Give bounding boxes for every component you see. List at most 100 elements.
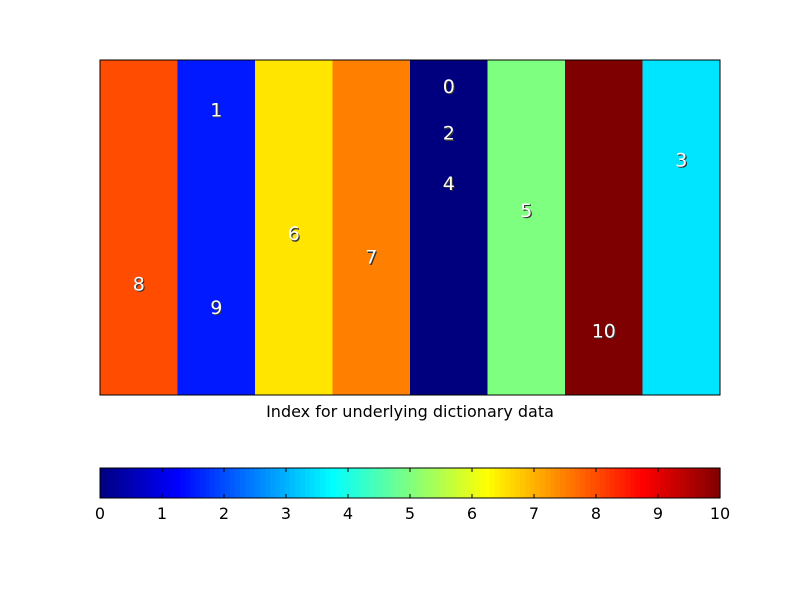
colorbar-segment (135, 468, 141, 498)
colorbar-segment (715, 468, 721, 498)
colorbar-segment (345, 468, 351, 498)
colorbar-segment (155, 468, 161, 498)
colorbar-segment (500, 468, 506, 498)
colorbar-segment (170, 468, 176, 498)
colorbar-segment (230, 468, 236, 498)
colorbar-segment (470, 468, 476, 498)
heatmap-column (642, 60, 721, 395)
data-label-shadow: 4 (444, 174, 456, 196)
colorbar-segment (535, 468, 541, 498)
colorbar-tick-label: 8 (591, 504, 601, 523)
colorbar-segment (380, 468, 386, 498)
colorbar-segment (700, 468, 706, 498)
colorbar-segment (365, 468, 371, 498)
colorbar-segment (530, 468, 536, 498)
colorbar-segment (485, 468, 491, 498)
colorbar-segment (100, 468, 106, 498)
colorbar-segment (150, 468, 156, 498)
colorbar-segment (160, 468, 166, 498)
colorbar-segment (180, 468, 186, 498)
colorbar-segment (275, 468, 281, 498)
colorbar-segment (205, 468, 211, 498)
colorbar-segment (235, 468, 241, 498)
colorbar-segment (435, 468, 441, 498)
data-label-shadow: 9 (211, 298, 223, 320)
colorbar-segment (510, 468, 516, 498)
data-label-shadow: 7 (366, 248, 378, 270)
colorbar-segment (460, 468, 466, 498)
colorbar-segment (220, 468, 226, 498)
colorbar-segment (620, 468, 626, 498)
data-label: 1 (210, 99, 222, 121)
colorbar-segment (300, 468, 306, 498)
x-axis-label: Index for underlying dictionary data (266, 402, 554, 421)
colorbar-segment (680, 468, 686, 498)
colorbar-segment (640, 468, 646, 498)
colorbar-segment (425, 468, 431, 498)
colorbar-segment (650, 468, 656, 498)
colorbar-segment (590, 468, 596, 498)
colorbar-segment (325, 468, 331, 498)
colorbar-segment (245, 468, 251, 498)
colorbar-segment (320, 468, 326, 498)
colorbar-segment (690, 468, 696, 498)
colorbar-segment (115, 468, 121, 498)
colorbar-segment (215, 468, 221, 498)
colorbar-segment (480, 468, 486, 498)
colorbar-tick-label: 6 (467, 504, 477, 523)
colorbar-tick-label: 0 (95, 504, 105, 523)
heatmap-column (177, 60, 256, 395)
data-label-shadow: 6 (289, 224, 301, 246)
colorbar-segment (490, 468, 496, 498)
colorbar-segment (520, 468, 526, 498)
colorbar-segment (675, 468, 681, 498)
heatmap-column (410, 60, 488, 395)
colorbar-segment (270, 468, 276, 498)
colorbar-tick-label: 3 (281, 504, 291, 523)
colorbar-segment (360, 468, 366, 498)
heatmap-column (255, 60, 333, 395)
colorbar-segment (185, 468, 191, 498)
colorbar-segment (415, 468, 421, 498)
colorbar-segment (315, 468, 321, 498)
colorbar-segment (240, 468, 246, 498)
colorbar-segment (255, 468, 261, 498)
colorbar-segment (440, 468, 446, 498)
colorbar-segment (295, 468, 301, 498)
colorbar-segment (610, 468, 616, 498)
colorbar-segment (175, 468, 181, 498)
data-label-shadow: 0 (444, 77, 456, 99)
colorbar-segment (550, 468, 556, 498)
colorbar-segment (110, 468, 116, 498)
data-label-shadow: 10 (593, 322, 617, 344)
heatmap-column (332, 60, 411, 395)
colorbar-segment (165, 468, 171, 498)
colorbar-segment (655, 468, 661, 498)
data-label-shadow: 3 (676, 151, 688, 173)
colorbar-segment (335, 468, 341, 498)
data-label: 4 (443, 173, 455, 195)
colorbar-segment (400, 468, 406, 498)
heatmap-column (100, 60, 178, 395)
colorbar-segment (475, 468, 481, 498)
colorbar-segment (195, 468, 201, 498)
colorbar-segment (575, 468, 581, 498)
colorbar-segment (695, 468, 701, 498)
colorbar-segment (385, 468, 391, 498)
colorbar-segment (140, 468, 146, 498)
colorbar-segment (280, 468, 286, 498)
colorbar-segment (635, 468, 641, 498)
colorbar-segment (625, 468, 631, 498)
colorbar-segment (555, 468, 561, 498)
colorbar-segment (645, 468, 651, 498)
colorbar-segment (145, 468, 151, 498)
data-label: 8 (133, 274, 145, 296)
data-label-shadow: 2 (444, 124, 456, 146)
data-label: 3 (675, 150, 687, 172)
colorbar-segment (465, 468, 471, 498)
colorbar-tick-label: 2 (219, 504, 229, 523)
colorbar-segment (125, 468, 131, 498)
colorbar-segment (210, 468, 216, 498)
colorbar-segment (355, 468, 361, 498)
